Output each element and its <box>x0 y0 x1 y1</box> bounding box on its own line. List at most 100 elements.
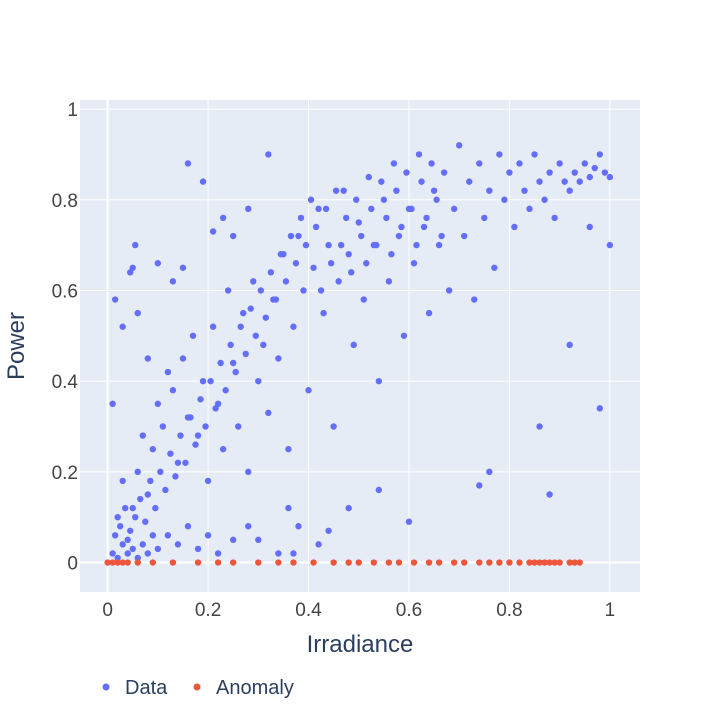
data-point <box>124 550 131 557</box>
y-tick-label: 0 <box>67 554 78 575</box>
data-point <box>516 160 523 167</box>
data-point <box>546 169 553 176</box>
data-point <box>132 513 139 521</box>
data-point <box>255 536 262 544</box>
anomaly-point <box>214 559 222 566</box>
data-point <box>373 241 380 249</box>
data-point <box>345 250 352 258</box>
data-point <box>385 278 393 285</box>
anomaly-point <box>229 559 237 566</box>
data-point <box>129 264 136 271</box>
data-point <box>149 532 157 539</box>
data-point <box>287 232 295 240</box>
data-point <box>240 309 247 317</box>
data-point <box>164 368 172 376</box>
data-point <box>363 260 370 267</box>
data-point <box>450 205 458 213</box>
data-point <box>184 523 192 530</box>
data-point <box>395 232 403 240</box>
data-point <box>335 278 342 285</box>
y-tick-label: 0.2 <box>52 463 78 484</box>
data-point <box>461 232 468 240</box>
data-point <box>124 536 131 544</box>
data-point <box>496 151 503 158</box>
data-point <box>390 160 398 167</box>
data-point <box>119 477 126 485</box>
data-point <box>591 164 598 172</box>
data-point <box>365 173 372 181</box>
data-point <box>348 269 355 276</box>
data-point <box>109 400 116 408</box>
data-point <box>285 504 292 512</box>
anomaly-point <box>134 559 141 566</box>
data-point <box>169 387 177 394</box>
data-point <box>282 278 290 285</box>
data-point <box>144 491 152 498</box>
data-point <box>481 214 488 222</box>
data-point <box>154 260 162 267</box>
data-point <box>476 160 483 167</box>
data-point <box>486 187 493 194</box>
data-point <box>245 523 252 530</box>
series-anomaly <box>104 559 583 566</box>
data-point <box>277 250 285 258</box>
anomaly-point <box>370 559 378 566</box>
data-point <box>245 468 252 476</box>
y-tick-label: 0.8 <box>52 191 78 212</box>
data-point <box>147 477 154 485</box>
data-point <box>144 550 152 557</box>
anomaly-point <box>119 559 126 566</box>
data-point <box>111 532 119 539</box>
data-point <box>109 550 116 557</box>
data-point <box>556 160 563 167</box>
data-point <box>222 387 229 394</box>
anomaly-point <box>536 559 543 566</box>
anomaly-point <box>114 559 121 566</box>
data-point <box>340 187 347 194</box>
y-tick-label: 1 <box>67 100 78 121</box>
data-point <box>410 260 418 267</box>
data-point <box>400 332 408 339</box>
data-point <box>566 341 573 349</box>
anomaly-point <box>124 559 131 566</box>
data-point <box>586 223 593 231</box>
data-point <box>197 396 204 403</box>
data-point <box>506 169 513 176</box>
anomaly-point <box>395 559 403 566</box>
y-axis-title: Power <box>3 312 30 380</box>
data-point <box>129 504 136 512</box>
data-point <box>127 527 134 534</box>
data-point <box>360 296 367 303</box>
data-point <box>408 205 415 213</box>
data-point <box>541 196 548 203</box>
data-point <box>606 173 614 181</box>
data-point <box>204 477 212 485</box>
data-point <box>174 459 182 466</box>
data-point <box>315 205 322 213</box>
data-point <box>199 178 207 185</box>
data-point <box>322 205 330 213</box>
data-point <box>353 196 360 203</box>
data-point <box>242 350 249 358</box>
data-point <box>445 287 453 294</box>
data-point <box>521 187 528 194</box>
anomaly-point <box>566 559 573 566</box>
data-point <box>317 287 325 294</box>
data-point <box>139 432 146 439</box>
data-point <box>149 445 157 453</box>
data-point <box>325 241 332 249</box>
anomaly-point <box>149 559 157 566</box>
data-point <box>152 504 159 512</box>
data-point <box>511 223 518 231</box>
data-point <box>237 323 244 330</box>
legend-data-label: Data <box>125 677 168 699</box>
data-point <box>491 264 498 271</box>
anomaly-point <box>104 559 111 566</box>
anomaly-point <box>551 559 558 566</box>
data-point <box>606 241 614 249</box>
data-point <box>405 518 413 525</box>
data-point <box>192 441 199 448</box>
data-point <box>312 223 320 231</box>
data-point <box>486 468 493 476</box>
data-point <box>581 160 588 167</box>
